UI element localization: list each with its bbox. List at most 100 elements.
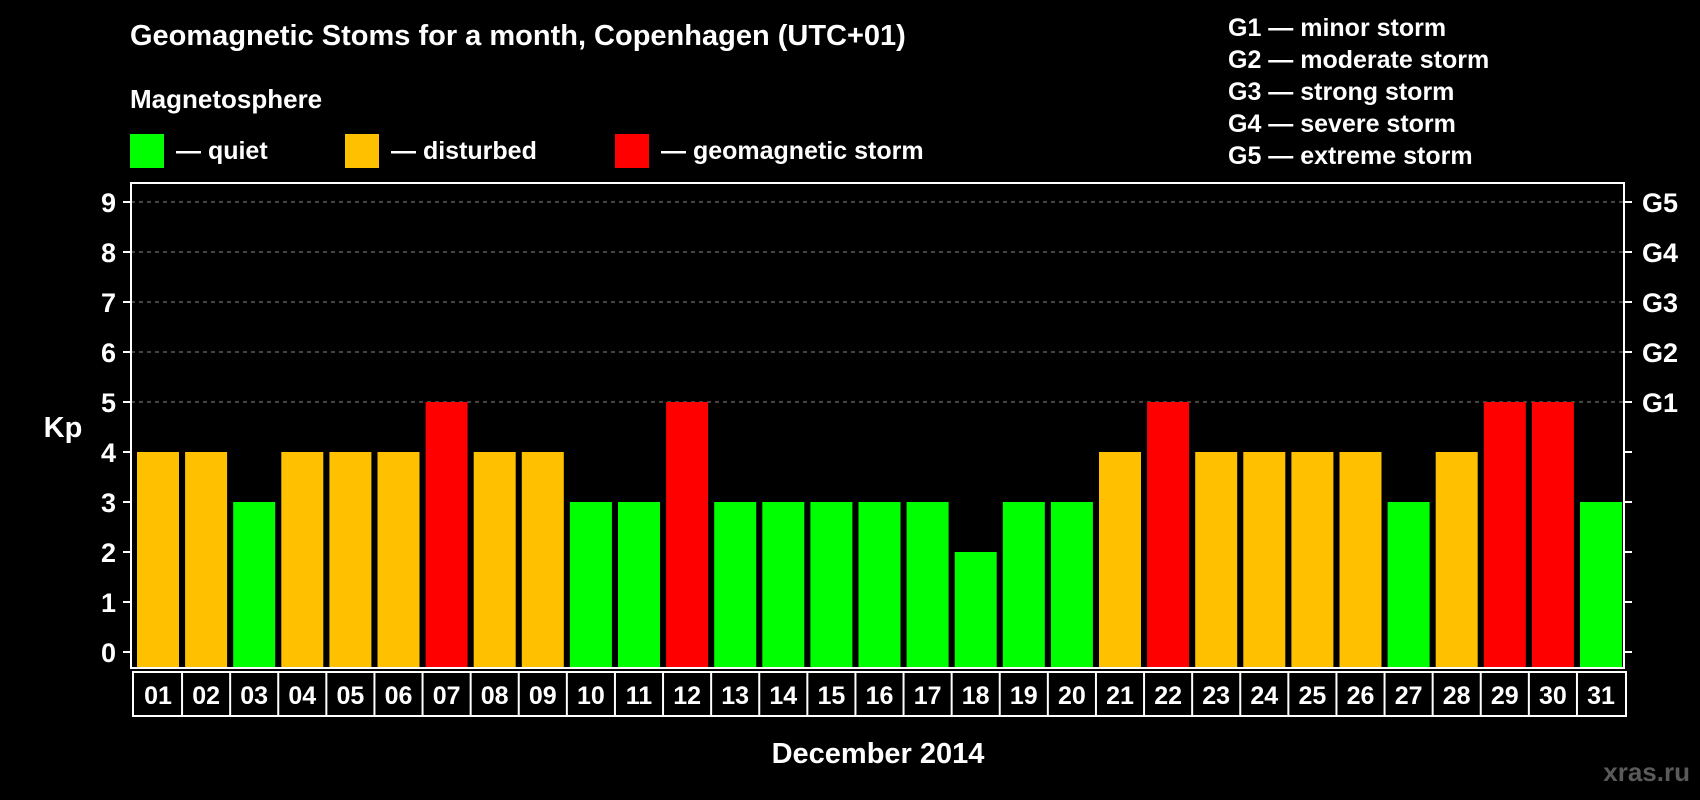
bar-day-24 [1243,452,1286,668]
y-tick-label: 8 [101,238,116,268]
x-tick-label: 15 [817,682,845,710]
x-tick-label: 01 [144,682,172,710]
x-axis-box [132,671,1627,717]
legend-swatch-storm [615,134,649,168]
y-axis-label: Kp [44,412,83,444]
legend-swatch-disturbed [345,134,379,168]
right-tick-label-g5: G5 [1642,188,1678,218]
right-tick-label-g3: G3 [1642,288,1678,318]
bar-day-08 [473,452,516,668]
x-tick-label: 07 [433,682,461,710]
bar-day-17 [906,502,949,668]
watermark: xras.ru [1603,757,1690,787]
x-tick-label: 06 [385,682,413,710]
x-tick-label: 14 [769,682,797,710]
legend-swatch-quiet [130,134,164,168]
y-tick-label: 2 [101,538,116,568]
bar-day-30 [1531,402,1574,668]
legend-label-disturbed: — disturbed [391,136,537,165]
bar-day-18 [954,552,997,668]
bar-day-16 [858,502,901,668]
bar-day-11 [618,502,660,668]
x-tick-label: 29 [1491,682,1519,710]
x-tick-label: 19 [1010,682,1038,710]
y-tick-label: 6 [101,338,116,368]
g-level-1: G1 — minor storm [1228,14,1447,42]
legend-storm: — geomagnetic storm [615,134,924,168]
right-tick-label-g1: G1 [1642,388,1678,418]
magnetosphere-label: Magnetosphere [130,84,323,114]
bar-day-02 [185,452,228,668]
bar-day-10 [569,502,612,668]
bar-day-21 [1099,452,1141,668]
x-tick-label: 23 [1202,682,1230,710]
right-tick-label-g4: G4 [1642,238,1678,268]
y-tick-label: 7 [101,288,116,318]
bar-day-20 [1050,502,1093,668]
x-tick-label: 26 [1347,682,1375,710]
grid-lines [131,201,1624,403]
x-category-boxes: 01 02 03 04 05 06 07 08 09 10 11 12 13 14 15 16 17 18 19 20… [132,671,1627,717]
y-tick-label: 5 [101,388,116,418]
bar-day-26 [1339,452,1382,668]
bars [137,402,1622,668]
x-tick-label: 27 [1395,682,1423,710]
bar-day-28 [1435,452,1478,668]
x-tick-label: 12 [673,682,701,710]
x-tick-label: 16 [866,682,894,710]
x-tick-label: 18 [962,682,990,710]
x-tick-label: 10 [577,682,605,710]
x-tick-label: 11 [626,682,653,710]
x-tick-label: 21 [1106,682,1134,710]
bar-day-13 [714,502,757,668]
bar-day-01 [137,452,179,668]
g-level-5: G5 — extreme storm [1228,142,1473,170]
bar-day-07 [425,402,468,668]
bar-day-04 [281,452,324,668]
legend-disturbed: — disturbed [345,134,537,168]
legend-label-quiet: — quiet [176,136,268,165]
x-tick-label: 20 [1058,682,1086,710]
y-tick-label: 3 [101,488,116,518]
g-level-3: G3 — strong storm [1228,78,1455,106]
bar-day-15 [810,502,853,668]
x-tick-label: 28 [1443,682,1471,710]
bar-day-12 [666,402,709,668]
x-tick-label: 31 [1587,682,1615,710]
legend-label-storm: — geomagnetic storm [661,136,924,165]
bar-day-31 [1580,502,1622,668]
y-tick-label: 9 [101,188,116,218]
legend-quiet: — quiet [130,134,268,168]
x-tick-label: 04 [288,682,316,710]
bar-day-27 [1387,502,1430,668]
g-level-4: G4 — severe storm [1228,110,1456,138]
chart-title: Geomagnetic Stoms for a month, Copenhage… [130,20,906,52]
bar-day-23 [1195,452,1238,668]
bar-day-05 [329,452,372,668]
x-tick-label: 09 [529,682,557,710]
bar-day-06 [377,452,420,668]
axis-ticks: 0 1 2 3 4 5 6 7 8 9 G1 G2 G3 G4 G5 [101,188,1678,668]
bar-day-29 [1483,402,1526,668]
g-level-legend: G1 — minor storm G2 — moderate storm G3 … [1228,12,1489,172]
x-axis-label: December 2014 [772,738,985,770]
bar-day-03 [233,502,276,668]
x-tick-label: 24 [1250,682,1278,710]
y-tick-label: 0 [101,638,116,668]
x-tick-label: 03 [240,682,268,710]
bar-day-14 [762,502,805,668]
x-tick-label: 22 [1154,682,1182,710]
x-tick-label: 02 [192,682,220,710]
g-level-2: G2 — moderate storm [1228,46,1490,74]
right-tick-label-g2: G2 [1642,338,1678,368]
x-tick-label: 17 [914,682,942,710]
bar-day-22 [1147,402,1190,668]
x-tick-label: 05 [336,682,364,710]
x-tick-label: 13 [721,682,749,710]
bar-day-19 [1002,502,1045,668]
y-tick-label: 1 [101,588,116,618]
x-tick-label: 30 [1539,682,1567,710]
x-tick-label: 08 [481,682,509,710]
plot-frame [130,182,1625,669]
